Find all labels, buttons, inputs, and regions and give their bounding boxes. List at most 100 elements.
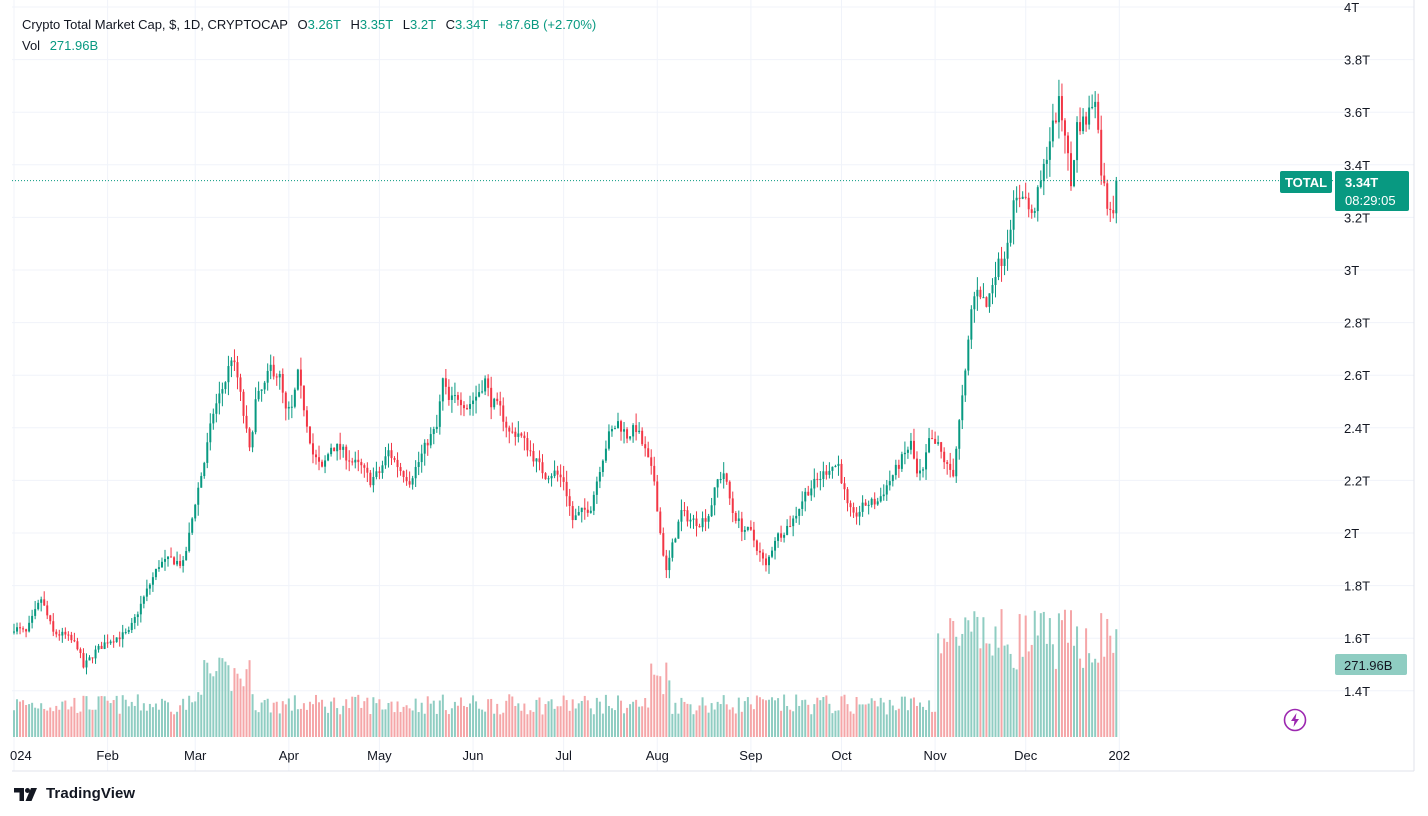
candle-body xyxy=(894,464,897,476)
volume-bar xyxy=(849,711,852,737)
volume-bar xyxy=(574,708,577,737)
volume-bar xyxy=(1021,656,1024,737)
time-axis[interactable]: 024 Feb Mar Apr May Jun Jul Aug Sep Oct Nov Dec 202 xyxy=(10,748,1130,763)
volume-bar xyxy=(1085,628,1088,737)
candle-body xyxy=(752,529,755,541)
candle-body xyxy=(387,450,390,457)
volume-bar xyxy=(106,700,109,737)
candle-body xyxy=(224,382,227,390)
volume-bar xyxy=(472,695,475,737)
candle-body xyxy=(994,277,997,286)
candle-body xyxy=(157,567,160,569)
candle-body xyxy=(378,471,381,473)
volume-bar xyxy=(601,713,604,737)
candle-body xyxy=(43,599,46,606)
volume-bar xyxy=(487,699,490,737)
candle-body xyxy=(417,462,420,467)
tradingview-brand[interactable]: TradingView xyxy=(14,785,135,802)
volume-bar xyxy=(281,701,284,737)
candle-body xyxy=(653,465,656,482)
legend-open-label: O xyxy=(297,17,308,32)
volume-bar xyxy=(508,694,511,737)
candle-body xyxy=(450,395,453,400)
candle-body xyxy=(1076,122,1079,161)
volume-bar xyxy=(327,712,330,737)
volume-bar xyxy=(807,704,810,737)
volume-bar xyxy=(671,713,674,737)
volume-bar xyxy=(396,701,399,737)
candle-body xyxy=(311,443,314,455)
candle-body xyxy=(194,504,197,519)
price-axis[interactable]: 4T 3.8T 3.6T 3.4T 3.2T 3T 2.8T 2.6T 2.4T 2.2T 2T 1.… xyxy=(1344,0,1370,699)
volume-bar xyxy=(417,712,420,737)
candle-body xyxy=(553,470,556,477)
volume-bar xyxy=(19,701,22,737)
volume-bar xyxy=(79,711,82,737)
candle-body xyxy=(278,373,281,378)
price-candles xyxy=(13,79,1118,675)
candle-body xyxy=(849,503,852,508)
candle-body xyxy=(330,447,333,455)
candle-body xyxy=(188,532,191,552)
candle-body xyxy=(828,470,831,475)
candle-body xyxy=(1079,122,1082,132)
volume-bar xyxy=(1082,667,1085,737)
volume-bar xyxy=(76,712,79,737)
candle-body xyxy=(393,458,396,460)
candle-body xyxy=(16,627,19,632)
volume-bar xyxy=(444,710,447,737)
volume-bar xyxy=(67,709,70,737)
volume-bar xyxy=(541,714,544,737)
candle-body xyxy=(13,631,15,633)
volume-bar xyxy=(112,700,115,737)
candle-body xyxy=(888,481,891,486)
volume-bar xyxy=(665,662,668,737)
volume-bar xyxy=(481,709,484,737)
candle-body xyxy=(737,518,740,521)
candle-body xyxy=(1109,208,1112,211)
time-tick-label: May xyxy=(367,748,392,763)
lightning-icon[interactable] xyxy=(1283,708,1307,732)
volume-bar xyxy=(565,700,568,737)
candle-body xyxy=(1103,175,1106,184)
volume-bar xyxy=(556,706,559,737)
volume-bar xyxy=(330,701,333,737)
volume-bar xyxy=(390,701,393,737)
volume-bar xyxy=(722,695,725,737)
volume-bar xyxy=(589,708,592,737)
volume-bar xyxy=(949,618,952,737)
volume-bar xyxy=(420,702,423,737)
legend-volume-row: Vol 271.96B xyxy=(22,35,596,56)
volume-bar xyxy=(302,703,305,737)
candle-body xyxy=(529,450,532,452)
candle-body xyxy=(686,510,689,522)
candle-body xyxy=(499,401,502,406)
candle-body xyxy=(127,630,130,633)
volume-bar xyxy=(777,698,780,737)
volume-bar xyxy=(28,704,31,737)
candle-body xyxy=(49,615,52,622)
volume-bar xyxy=(928,700,931,737)
time-tick-label: Mar xyxy=(184,748,207,763)
candle-body xyxy=(716,479,719,488)
legend-symbol[interactable]: Crypto Total Market Cap, $, 1D, CRYPTOCA… xyxy=(22,17,288,32)
volume-bar xyxy=(958,645,961,737)
volume-bar xyxy=(1006,644,1009,737)
candle-body xyxy=(952,469,955,477)
candle-body xyxy=(1024,196,1027,198)
candle-body xyxy=(864,502,867,506)
candle-body xyxy=(130,622,133,631)
volume-bar xyxy=(906,710,909,737)
volume-bar xyxy=(426,696,429,737)
volume-bar xyxy=(466,707,468,737)
volume-bar xyxy=(52,711,55,737)
volume-bar xyxy=(1097,662,1100,737)
candle-body xyxy=(185,551,188,561)
candle-body xyxy=(607,431,610,449)
volume-bar xyxy=(272,702,275,737)
legend-close-value: 3.34T xyxy=(455,17,489,32)
candle-body xyxy=(725,473,728,482)
candle-body xyxy=(490,387,493,408)
volume-bar xyxy=(94,709,97,737)
